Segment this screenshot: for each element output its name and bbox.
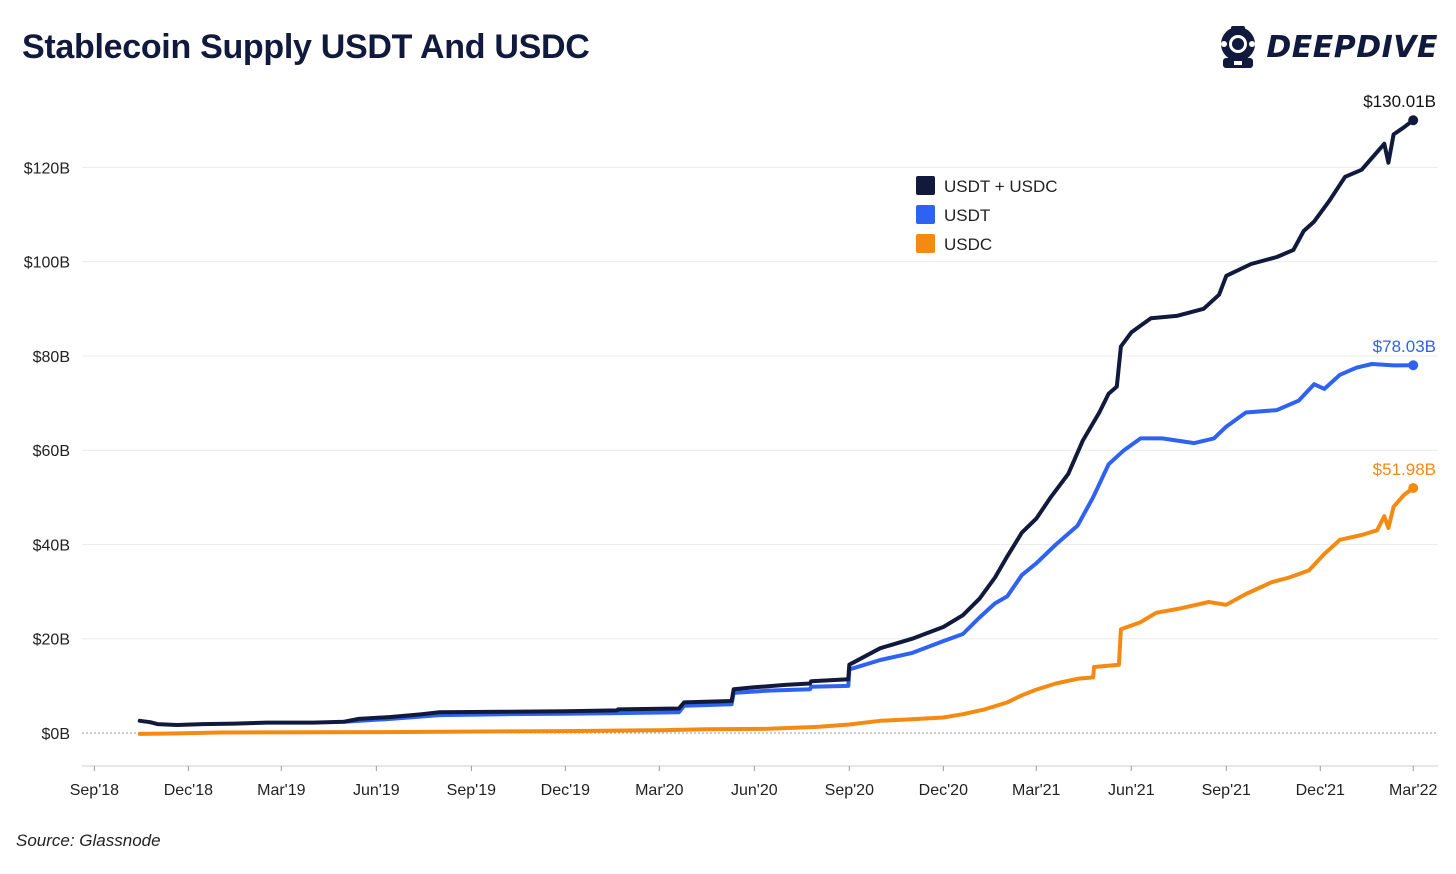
x-tick-label: Sep'20 [825, 782, 874, 799]
y-tick-label: $20B [33, 632, 70, 649]
legend-swatch [916, 176, 935, 195]
x-tick-label: Sep'19 [447, 782, 496, 799]
y-tick-label: $40B [33, 537, 70, 554]
y-tick-label: $120B [24, 160, 70, 177]
y-tick-label: $0B [42, 726, 70, 743]
logo-wordmark: DEEPDIVE [1266, 29, 1438, 65]
x-tick-label: Dec'18 [164, 782, 213, 799]
axis-layer: $0B $20B $40B $60B $80B $100B $120B Sep'18 Dec'1… [24, 160, 1438, 799]
series-line-usdt [342, 362, 1416, 724]
x-tick-label: Mar'22 [1389, 782, 1438, 799]
series-line-usdt-usdc [137, 118, 1416, 727]
y-tick-label: $100B [24, 255, 70, 272]
deepdive-logo: DEEPDIVE [1216, 24, 1438, 70]
x-tick-label: Dec'21 [1296, 782, 1345, 799]
series-layer [137, 115, 1419, 736]
x-tick-label: Jun'21 [1108, 782, 1155, 799]
grid-layer [82, 166, 1438, 734]
legend: USDT + USDC USDT USDC [916, 176, 1058, 254]
x-tick-label: Jun'20 [731, 782, 778, 799]
y-tick-label: $80B [33, 349, 70, 366]
x-tick-label: Jun'19 [353, 782, 400, 799]
x-tick-label: Mar'19 [257, 782, 306, 799]
legend-label: USDT [944, 206, 990, 225]
series-end-point [1408, 115, 1419, 126]
x-tick-label: Sep'21 [1202, 782, 1251, 799]
series-line-usdc [137, 486, 1416, 736]
series-end-label: $130.01B [1363, 92, 1436, 111]
series-end-label: $51.98B [1373, 460, 1436, 479]
x-tick-label: Dec'19 [541, 782, 590, 799]
x-tick-label: Mar'20 [635, 782, 684, 799]
x-tick-label: Dec'20 [919, 782, 968, 799]
chart-title: Stablecoin Supply USDT And USDC [22, 28, 590, 66]
end-labels: $51.98B $78.03B $130.01B [1363, 92, 1436, 479]
legend-swatch [916, 234, 935, 253]
x-tick-label: Mar'21 [1012, 782, 1061, 799]
y-tick-label: $60B [33, 443, 70, 460]
series-end-label: $78.03B [1373, 337, 1436, 356]
x-tick-label: Sep'18 [70, 782, 119, 799]
diver-helmet-icon [1221, 26, 1256, 68]
legend-label: USDT + USDC [944, 177, 1058, 196]
source-note: Source: Glassnode [16, 831, 161, 850]
legend-swatch [916, 205, 935, 224]
series-end-point [1408, 360, 1419, 371]
series-end-point [1408, 483, 1419, 494]
legend-label: USDC [944, 235, 992, 254]
